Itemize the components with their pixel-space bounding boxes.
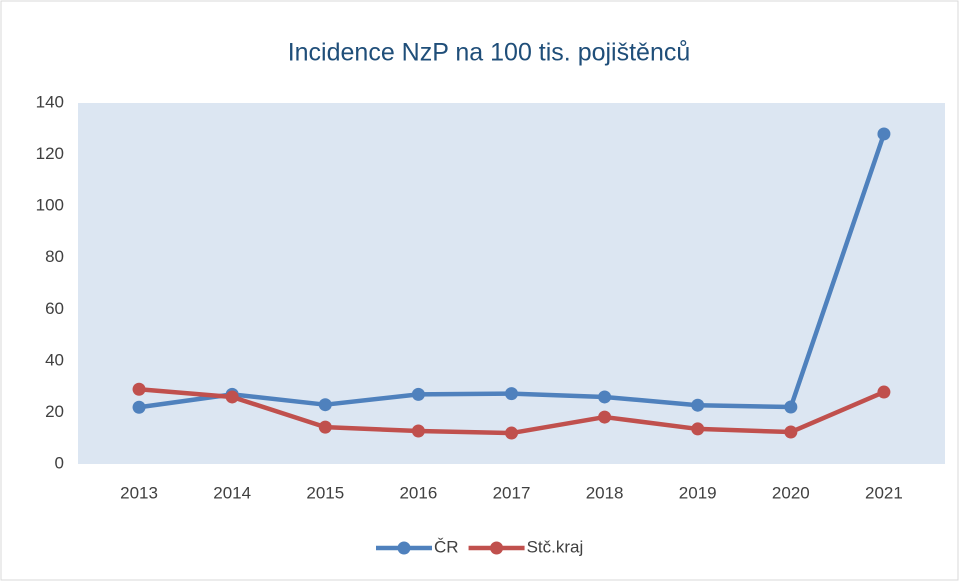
data-point	[411, 387, 425, 401]
data-point	[411, 424, 425, 438]
x-tick-label: 2014	[213, 483, 251, 502]
legend-label: Stč.kraj	[527, 537, 584, 556]
y-tick-label: 0	[55, 453, 64, 472]
data-point	[691, 422, 705, 436]
data-point	[598, 410, 612, 424]
data-point	[877, 385, 891, 399]
data-point	[691, 398, 705, 412]
x-tick-label: 2020	[772, 483, 810, 502]
data-point	[505, 426, 518, 440]
x-tick-label: 2013	[120, 483, 158, 502]
data-point	[225, 390, 239, 404]
data-point	[132, 382, 146, 396]
data-point	[505, 387, 518, 401]
x-tick-label: 2015	[306, 483, 344, 502]
y-tick-label: 120	[36, 144, 64, 163]
x-tick-label: 2016	[399, 483, 437, 502]
y-tick-label: 80	[45, 247, 64, 266]
y-tick-label: 100	[36, 196, 64, 215]
data-point	[784, 425, 798, 439]
x-tick-label: 2018	[586, 483, 624, 502]
y-tick-label: 140	[36, 92, 64, 111]
x-tick-label: 2017	[493, 483, 531, 502]
legend-marker	[490, 541, 504, 555]
chart-title: Incidence NzP na 100 tis. pojištěnců	[288, 39, 691, 67]
plot-area	[78, 103, 945, 464]
legend-marker	[397, 541, 411, 555]
y-tick-label: 40	[45, 350, 64, 369]
legend-label: ČR	[434, 537, 459, 556]
data-point	[132, 400, 146, 414]
data-point	[784, 400, 798, 414]
data-point	[318, 398, 332, 412]
data-point	[877, 127, 891, 141]
y-tick-label: 20	[45, 402, 64, 421]
y-tick-label: 60	[45, 299, 64, 318]
x-tick-label: 2019	[679, 483, 717, 502]
x-tick-label: 2021	[865, 483, 903, 502]
data-point	[318, 420, 332, 434]
data-point	[598, 390, 612, 404]
